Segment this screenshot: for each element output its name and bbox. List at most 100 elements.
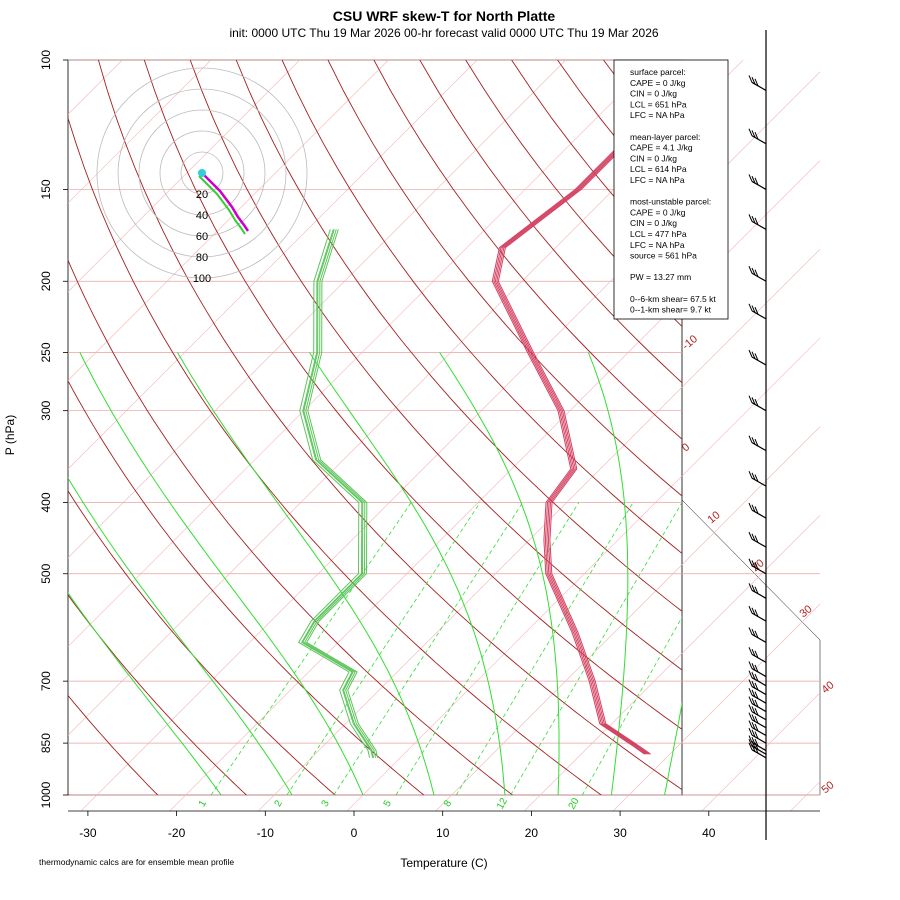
x-tick-label: 10 xyxy=(436,826,450,840)
wind-barb xyxy=(748,661,767,678)
hodograph-ring-label: 40 xyxy=(196,210,208,222)
footnote: thermodynamic calcs are for ensemble mea… xyxy=(39,857,234,867)
moist-adiabat xyxy=(308,352,506,795)
dry-adiabat xyxy=(68,694,159,795)
dry-adiabat xyxy=(68,116,602,795)
wind-barb xyxy=(748,214,767,230)
wind-barb xyxy=(748,727,767,744)
wind-barb xyxy=(748,75,767,91)
isotherm-label: 40 xyxy=(820,679,837,696)
hodograph-trace xyxy=(201,172,250,232)
legend-line: CIN = 0 J/kg xyxy=(630,153,677,163)
temperature-member xyxy=(493,90,677,755)
moist-adiabats xyxy=(68,352,682,795)
hodograph-trace-green xyxy=(198,175,246,235)
dry-adiabat xyxy=(68,594,248,795)
legend-line: LFC = NA hPa xyxy=(630,240,685,250)
dry-adiabat xyxy=(373,60,682,440)
y-tick-label: 200 xyxy=(39,271,53,291)
dry-adiabat xyxy=(419,60,682,384)
legend-line: LFC = NA hPa xyxy=(630,110,685,120)
dry-adiabat xyxy=(787,60,900,811)
wind-barb xyxy=(748,687,767,704)
y-tick-label: 100 xyxy=(39,50,53,70)
hodograph-ring-label: 60 xyxy=(196,231,208,243)
x-tick-label: 20 xyxy=(525,826,539,840)
wind-barb xyxy=(748,128,767,145)
mixing-ratio-label: 5 xyxy=(382,798,395,809)
dry-adiabat xyxy=(68,379,425,795)
x-tick-label: -20 xyxy=(168,826,186,840)
hodograph-ring xyxy=(180,151,224,195)
wind-barb xyxy=(748,558,767,575)
mixing-ratio-label: 8 xyxy=(442,798,455,809)
y-axis-label: P (hPa) xyxy=(3,415,17,455)
y-tick-label: 850 xyxy=(39,733,53,753)
moist-adiabat xyxy=(587,352,629,795)
x-tick-label: 40 xyxy=(702,826,716,840)
x-tick-label: -10 xyxy=(257,826,275,840)
isotherm-line xyxy=(790,781,820,811)
mixing-ratio-label: 2 xyxy=(273,798,286,809)
chart-subtitle: init: 0000 UTC Thu 19 Mar 2026 00-hr for… xyxy=(229,26,658,40)
isotherm-line xyxy=(68,60,212,204)
wind-barb xyxy=(748,647,767,663)
hodograph-ring xyxy=(138,109,266,237)
wind-barb xyxy=(748,470,767,487)
moist-adiabat xyxy=(664,701,682,795)
hodograph-ring-label: 100 xyxy=(193,273,211,285)
dry-adiabat xyxy=(235,60,682,612)
legend-box xyxy=(613,59,729,320)
legend-line: CAPE = 4.1 J/kg xyxy=(630,143,693,153)
dry-adiabat xyxy=(833,60,900,811)
mixing-ratio-label: 12 xyxy=(495,796,510,812)
wind-barb xyxy=(748,583,767,599)
dry-adiabat xyxy=(68,490,336,795)
dewpoint-member xyxy=(301,229,374,758)
hodograph: 20 40 60 80 100 xyxy=(96,67,308,285)
isotherm-line xyxy=(258,248,820,811)
y-tick-label: 250 xyxy=(39,342,53,362)
isotherm-line xyxy=(169,160,820,811)
wind-barb xyxy=(748,349,767,366)
hodograph-ring xyxy=(96,67,308,279)
isotherm-line xyxy=(68,60,389,381)
y-tick-label: 1000 xyxy=(39,781,53,808)
isotherm-label: 10 xyxy=(706,509,723,526)
isotherm-line xyxy=(68,60,567,559)
moist-adiabat xyxy=(177,352,435,795)
mixing-ratio-line xyxy=(210,502,412,795)
legend-line: surface parcel: xyxy=(630,67,686,77)
wind-barb xyxy=(748,435,767,452)
wind-barb xyxy=(748,266,767,282)
isobars xyxy=(68,59,820,796)
dry-adiabat xyxy=(68,259,514,795)
wind-barb xyxy=(748,502,767,519)
temperature-profile xyxy=(491,90,681,755)
wind-barb xyxy=(748,738,767,755)
moist-adiabat xyxy=(68,592,222,795)
isotherm-line xyxy=(435,426,820,811)
moist-adiabat xyxy=(68,477,293,795)
dry-adiabat xyxy=(97,60,682,791)
wind-barb xyxy=(748,696,767,713)
dry-adiabat xyxy=(143,60,682,730)
isotherm-label: 30 xyxy=(798,603,815,620)
x-tick-label: 30 xyxy=(613,826,627,840)
hodograph-ring xyxy=(159,130,245,216)
legend-line: LFC = NA hPa xyxy=(630,175,685,185)
isotherm-line xyxy=(702,692,820,811)
y-tick-label: 150 xyxy=(39,179,53,199)
mixing-ratio-lines: 1 2 3 5 8 12 20 xyxy=(197,502,682,812)
wind-barb xyxy=(748,712,767,729)
y-tick-label: 700 xyxy=(39,671,53,691)
hodograph-surface-marker xyxy=(198,169,206,177)
x-tick-label: 0 xyxy=(351,826,358,840)
temperature-member xyxy=(494,90,678,755)
isotherm-line xyxy=(68,60,300,293)
isotherm-line xyxy=(347,337,820,811)
isotherm-line xyxy=(68,60,123,115)
